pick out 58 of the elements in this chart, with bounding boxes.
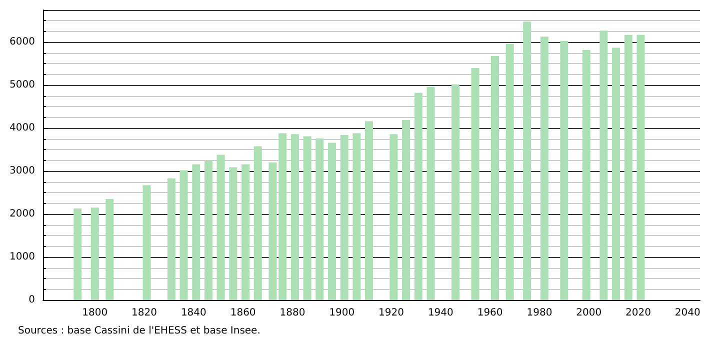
bar	[352, 133, 361, 300]
bar	[506, 44, 514, 300]
x-tick-label: 2020	[626, 308, 651, 318]
bar	[426, 86, 435, 300]
bar	[636, 34, 645, 300]
bar	[340, 135, 348, 300]
y-tick-label: 4000	[10, 122, 35, 134]
bar	[600, 30, 608, 300]
bar	[328, 142, 336, 300]
bar	[540, 36, 548, 300]
bar	[290, 134, 299, 300]
bar	[560, 40, 568, 300]
x-tick-label: 1960	[477, 308, 503, 318]
bar	[365, 121, 374, 300]
bar	[390, 134, 398, 300]
x-tick-label: 1900	[329, 308, 355, 318]
y-tick-label: 2000	[10, 208, 35, 220]
x-tick-label: 1820	[132, 308, 157, 318]
bar	[490, 56, 499, 300]
x-tick-label: 1940	[428, 308, 454, 318]
bar	[216, 154, 225, 300]
y-tick-label: 3000	[10, 166, 35, 177]
bar	[254, 146, 262, 300]
source-note: Sources : base Cassini de l'EHESS et base Insee.	[18, 326, 260, 336]
y-tick-label: 6000	[10, 36, 35, 48]
bar	[142, 185, 151, 300]
bar	[180, 170, 188, 300]
bar	[90, 208, 99, 300]
bar	[106, 199, 114, 300]
bar	[268, 162, 277, 300]
x-tick-label: 1980	[526, 308, 552, 318]
x-tick-label: 1860	[230, 308, 256, 318]
bar	[192, 164, 200, 300]
bar	[471, 68, 480, 300]
bar	[451, 84, 460, 300]
bar	[167, 178, 176, 300]
bar	[74, 208, 82, 300]
bar	[204, 160, 212, 300]
bar	[402, 120, 410, 300]
bar	[303, 136, 312, 300]
bar	[316, 138, 324, 300]
bar	[414, 92, 422, 300]
bar	[523, 22, 532, 300]
bar	[612, 48, 620, 300]
x-tick-label: 1920	[378, 308, 404, 318]
bar	[278, 133, 287, 300]
bar	[624, 34, 632, 300]
y-tick-label: 5000	[10, 80, 35, 91]
x-tick-label: 2040	[674, 308, 700, 318]
bar	[229, 167, 238, 300]
x-tick-label: 1800	[82, 308, 108, 318]
x-tick-label: 2000	[576, 308, 602, 318]
x-tick-label: 1840	[180, 308, 206, 318]
bar	[582, 50, 590, 300]
y-tick-label: 1000	[10, 252, 35, 263]
bar	[242, 164, 250, 300]
x-tick-label: 1880	[280, 308, 306, 318]
y-tick-label: 0	[28, 294, 35, 306]
